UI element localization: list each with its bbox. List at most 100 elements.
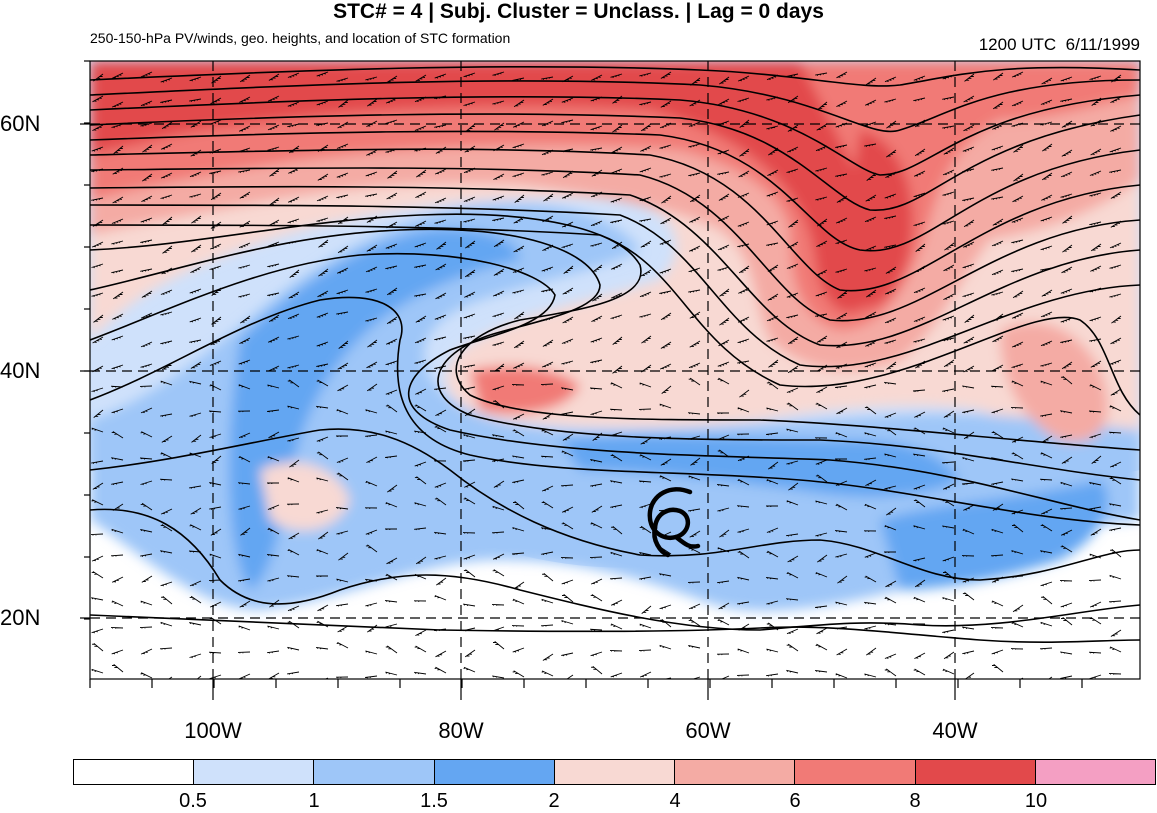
wind-barb xyxy=(610,672,623,678)
wind-barb xyxy=(1040,99,1053,105)
wind-barb xyxy=(663,677,672,679)
wind-barb xyxy=(337,625,349,633)
wind-barb xyxy=(864,552,877,558)
wind-barb xyxy=(786,643,799,652)
wind-barb xyxy=(591,169,603,177)
wind-barb xyxy=(317,604,329,612)
wind-barb xyxy=(835,553,848,558)
wind-barb xyxy=(385,430,398,435)
wind-barb xyxy=(942,337,955,342)
wind-barb xyxy=(540,455,554,458)
wind-barb xyxy=(768,147,779,156)
wind-barb xyxy=(767,169,779,176)
wind-barb xyxy=(111,123,124,129)
wind-barb xyxy=(641,335,652,344)
wind-barb xyxy=(688,645,701,649)
wind-barb xyxy=(269,197,280,206)
wind-barb xyxy=(512,267,525,273)
wind-barb xyxy=(1088,410,1102,413)
wind-barb xyxy=(962,577,975,583)
wind-barb xyxy=(317,290,329,298)
wind-barb xyxy=(738,265,750,274)
wind-barb xyxy=(492,312,505,318)
colorbar-label: 0.5 xyxy=(179,790,207,812)
wind-barb xyxy=(92,95,104,103)
wind-barb xyxy=(414,293,427,298)
wind-barb xyxy=(512,501,525,510)
wind-barb xyxy=(160,621,173,627)
wind-barb xyxy=(736,433,750,436)
wind-barb xyxy=(815,572,828,578)
wind-barb xyxy=(914,119,926,128)
wind-barb xyxy=(541,429,554,436)
wind-barb xyxy=(590,242,603,247)
wind-barb xyxy=(1012,290,1024,299)
wind-barb xyxy=(140,268,153,273)
wind-barb xyxy=(660,312,672,321)
wind-barb xyxy=(815,72,828,77)
wind-barb xyxy=(1040,380,1053,386)
wind-barb xyxy=(111,664,124,673)
wind-barb xyxy=(639,218,652,223)
wind-barb xyxy=(591,315,603,322)
wind-barb xyxy=(1040,595,1053,605)
wind-barb xyxy=(434,595,447,601)
wind-barb xyxy=(162,245,173,254)
wind-barb xyxy=(267,527,280,535)
wind-barb xyxy=(962,263,975,269)
wind-barb xyxy=(541,288,554,293)
wind-barb xyxy=(191,434,202,443)
wind-barb xyxy=(641,364,652,373)
wind-barb xyxy=(816,627,828,635)
wind-barb xyxy=(638,649,652,652)
wind-barbs xyxy=(90,71,1122,679)
wind-barb xyxy=(942,525,955,529)
wind-barb xyxy=(208,579,222,582)
wind-barb xyxy=(639,576,652,581)
wind-barb xyxy=(717,412,729,414)
wind-barb xyxy=(737,192,750,198)
axis-ticks xyxy=(80,60,1083,700)
wind-barb xyxy=(168,676,173,679)
wind-barb xyxy=(189,171,202,178)
wind-barb xyxy=(659,644,672,650)
wind-barb xyxy=(541,76,554,81)
wind-barb xyxy=(992,123,1004,130)
colorbar-box xyxy=(74,760,195,784)
wind-barb xyxy=(189,595,202,604)
wind-barb xyxy=(416,169,427,178)
wind-barb xyxy=(92,336,104,344)
wind-barb xyxy=(864,216,877,223)
wind-barb xyxy=(287,671,300,675)
wind-barb xyxy=(766,242,779,247)
wind-barb xyxy=(963,124,975,132)
wind-barb xyxy=(815,145,828,152)
wind-barb xyxy=(463,313,476,319)
wind-barb xyxy=(492,195,505,201)
wind-barb xyxy=(591,74,603,81)
colorbar-box xyxy=(434,760,555,784)
wind-barb xyxy=(1108,672,1122,675)
wind-barb xyxy=(238,456,251,463)
wind-barb xyxy=(864,673,877,678)
wind-barb xyxy=(513,362,525,369)
wind-barb xyxy=(434,555,447,560)
wind-barb xyxy=(161,435,173,443)
wind-barb xyxy=(942,597,955,602)
wind-barb xyxy=(835,173,848,178)
wind-barb xyxy=(991,481,1004,486)
wind-barb xyxy=(189,653,202,659)
wind-barb xyxy=(689,216,701,223)
wind-barb xyxy=(140,672,153,679)
wind-barb xyxy=(210,221,222,229)
wind-barb xyxy=(815,500,828,505)
wind-barb xyxy=(162,216,173,225)
wind-barb xyxy=(140,502,153,511)
wind-barb xyxy=(739,148,750,157)
wind-barb xyxy=(640,437,652,445)
wind-barb xyxy=(512,670,525,678)
wind-barb xyxy=(562,433,574,441)
wind-barb xyxy=(196,675,202,679)
wind-barb xyxy=(991,196,1004,201)
wind-barb xyxy=(316,100,329,106)
